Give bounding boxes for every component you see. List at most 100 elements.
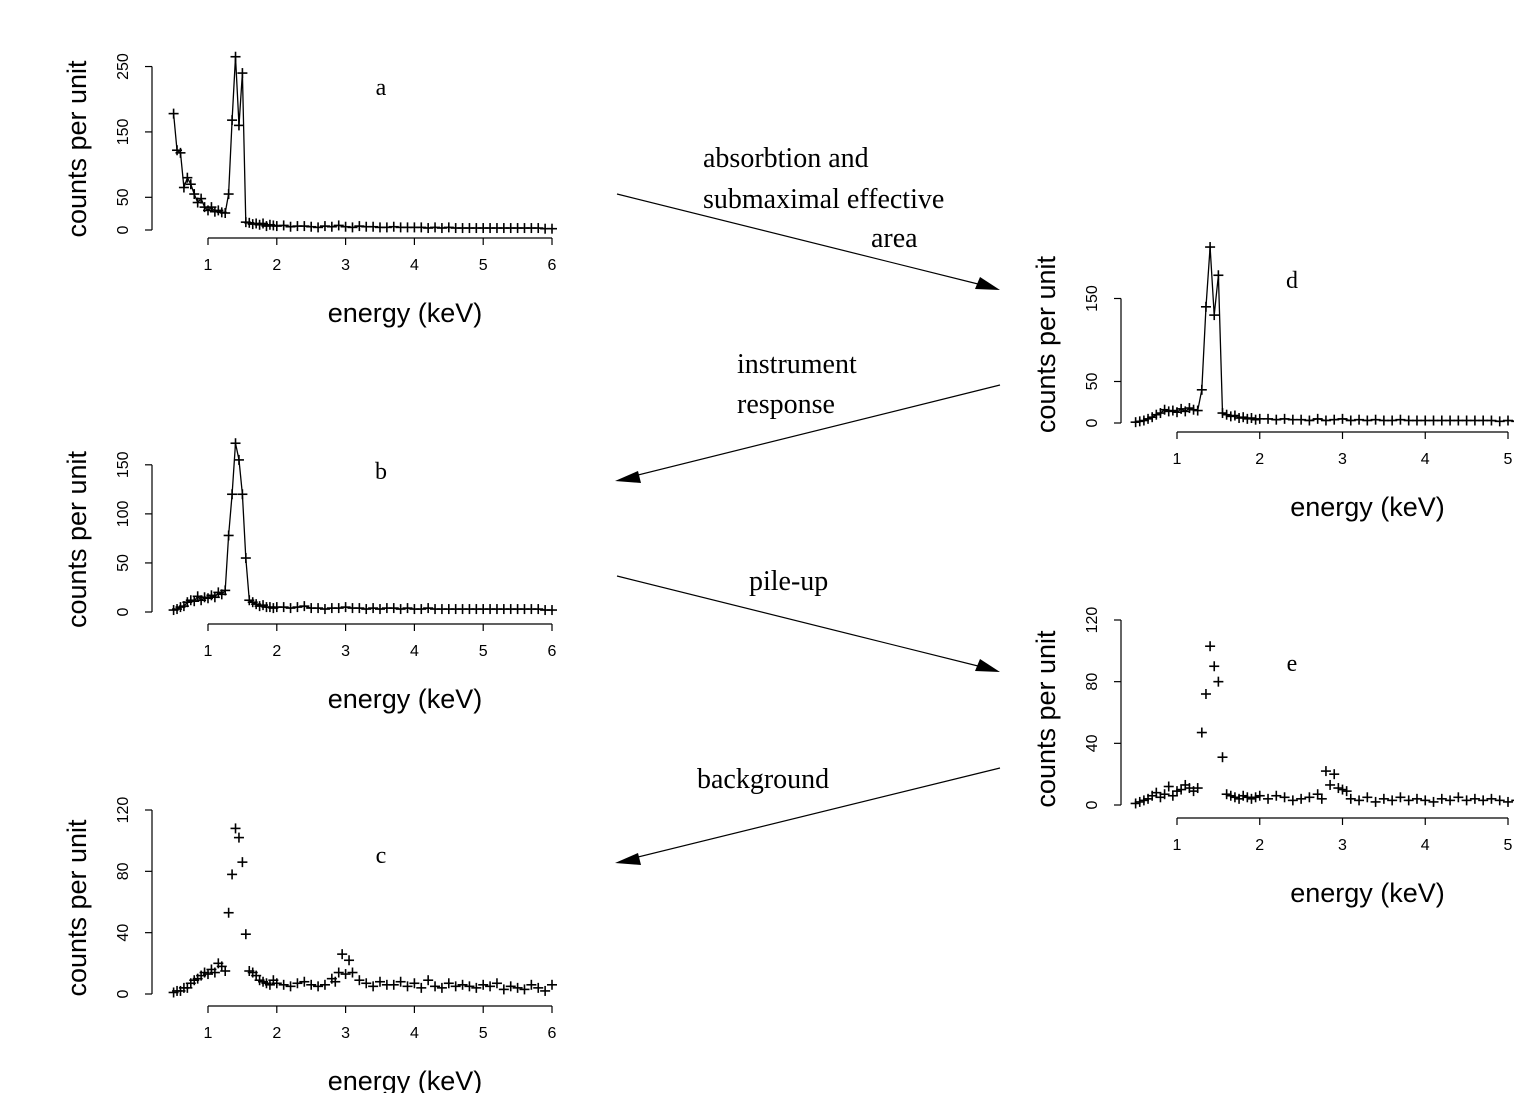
data-point xyxy=(1225,411,1236,422)
data-point xyxy=(1134,796,1145,807)
data-point xyxy=(196,193,207,204)
arrow-head-d-to-b xyxy=(615,471,641,483)
data-point xyxy=(313,603,324,614)
transition-absorption: absorbtion and submaximal effective area xyxy=(616,143,1000,290)
x-tick-label: 3 xyxy=(341,643,350,660)
data-point xyxy=(1333,783,1344,794)
data-point xyxy=(223,189,234,200)
data-point xyxy=(1143,413,1154,424)
data-point xyxy=(491,978,502,989)
data-point xyxy=(533,604,544,615)
x-tick-label: 3 xyxy=(341,257,350,274)
data-point xyxy=(168,108,179,119)
data-point xyxy=(182,172,193,183)
data-point xyxy=(1362,415,1373,426)
data-point xyxy=(423,603,434,614)
data-point xyxy=(1420,795,1431,806)
chart-panel-b: 1 2 3 4 5 6 0 50 100 150 energy (keV) counts per un… xyxy=(62,438,557,714)
data-point xyxy=(1151,787,1162,798)
data-point xyxy=(1176,403,1187,414)
data-point xyxy=(319,604,330,615)
data-point xyxy=(443,978,454,989)
y-tick-label: 250 xyxy=(115,53,132,80)
data-point xyxy=(368,981,379,992)
data-point xyxy=(1511,799,1514,802)
data-point xyxy=(478,979,489,990)
panel-label: e xyxy=(1287,651,1298,677)
transition-label-line-1: pile-up xyxy=(749,566,828,597)
data-point xyxy=(547,979,557,990)
data-point xyxy=(1345,793,1356,804)
data-point xyxy=(395,976,406,987)
data-point xyxy=(1461,795,1472,806)
transition-label-line-2: response xyxy=(737,389,835,420)
data-point xyxy=(388,603,399,614)
data-point xyxy=(402,603,413,614)
data-point xyxy=(395,604,406,615)
data-point xyxy=(505,981,516,992)
data-point xyxy=(1246,793,1257,804)
data-point xyxy=(1395,792,1406,803)
data-point xyxy=(237,489,248,500)
data-point xyxy=(436,982,447,993)
data-point xyxy=(1167,790,1178,801)
data-point xyxy=(1387,415,1398,426)
data-point xyxy=(1271,414,1282,425)
arrow-head-a-to-d xyxy=(975,277,1000,290)
data-point xyxy=(1263,413,1274,424)
data-point xyxy=(337,949,348,960)
data-point xyxy=(368,603,379,614)
data-point xyxy=(1217,752,1228,763)
arrow-head-e-to-c xyxy=(615,853,641,865)
data-point xyxy=(1167,405,1178,416)
x-tick-label: 2 xyxy=(1255,837,1264,854)
y-tick-label: 120 xyxy=(1084,607,1101,634)
transition-instrument-response: instrument response xyxy=(615,349,1001,483)
x-tick-label: 4 xyxy=(1421,451,1430,468)
data-point xyxy=(1486,415,1497,426)
data-point xyxy=(1428,796,1439,807)
data-point xyxy=(340,602,351,613)
data-point xyxy=(220,966,231,976)
data-point xyxy=(240,553,251,564)
data-point xyxy=(1147,412,1158,423)
data-point xyxy=(1271,790,1282,801)
x-axis-title: energy (keV) xyxy=(328,684,483,714)
panel-label: b xyxy=(375,459,387,485)
data-point xyxy=(333,967,344,978)
data-point xyxy=(375,604,385,615)
x-tick-label: 6 xyxy=(548,1025,557,1042)
y-tick-label: 50 xyxy=(1084,373,1101,391)
data-point xyxy=(1205,641,1216,652)
data-point xyxy=(175,147,186,158)
data-point xyxy=(1494,795,1505,806)
data-point xyxy=(333,603,344,614)
transition-label-line-1: instrument xyxy=(737,349,857,380)
y-tick-label: 100 xyxy=(115,500,132,527)
data-point xyxy=(1196,727,1207,738)
data-point xyxy=(471,982,482,993)
x-tick-label: 2 xyxy=(272,643,281,660)
data-point xyxy=(1478,795,1489,806)
x-tick-label: 5 xyxy=(1504,837,1513,854)
data-point xyxy=(423,975,434,986)
x-tick-label: 4 xyxy=(410,1025,419,1042)
data-point xyxy=(1250,792,1261,803)
x-axis-title: energy (keV) xyxy=(328,298,483,328)
data-point xyxy=(457,979,468,990)
data-point xyxy=(178,182,189,193)
data-point xyxy=(547,223,557,234)
transition-label-line-3: area xyxy=(871,223,918,254)
data-point xyxy=(1354,414,1365,425)
data-point xyxy=(347,222,358,233)
data-point xyxy=(1205,242,1216,253)
data-point xyxy=(278,220,289,231)
y-tick-label: 40 xyxy=(115,924,132,942)
y-axis-title: counts per unit xyxy=(62,819,92,997)
y-tick-label: 150 xyxy=(115,118,132,145)
data-point xyxy=(1411,793,1422,804)
data-point xyxy=(306,979,317,990)
x-tick-label: 5 xyxy=(479,643,488,660)
data-point xyxy=(1130,417,1141,428)
data-point xyxy=(1229,410,1240,421)
